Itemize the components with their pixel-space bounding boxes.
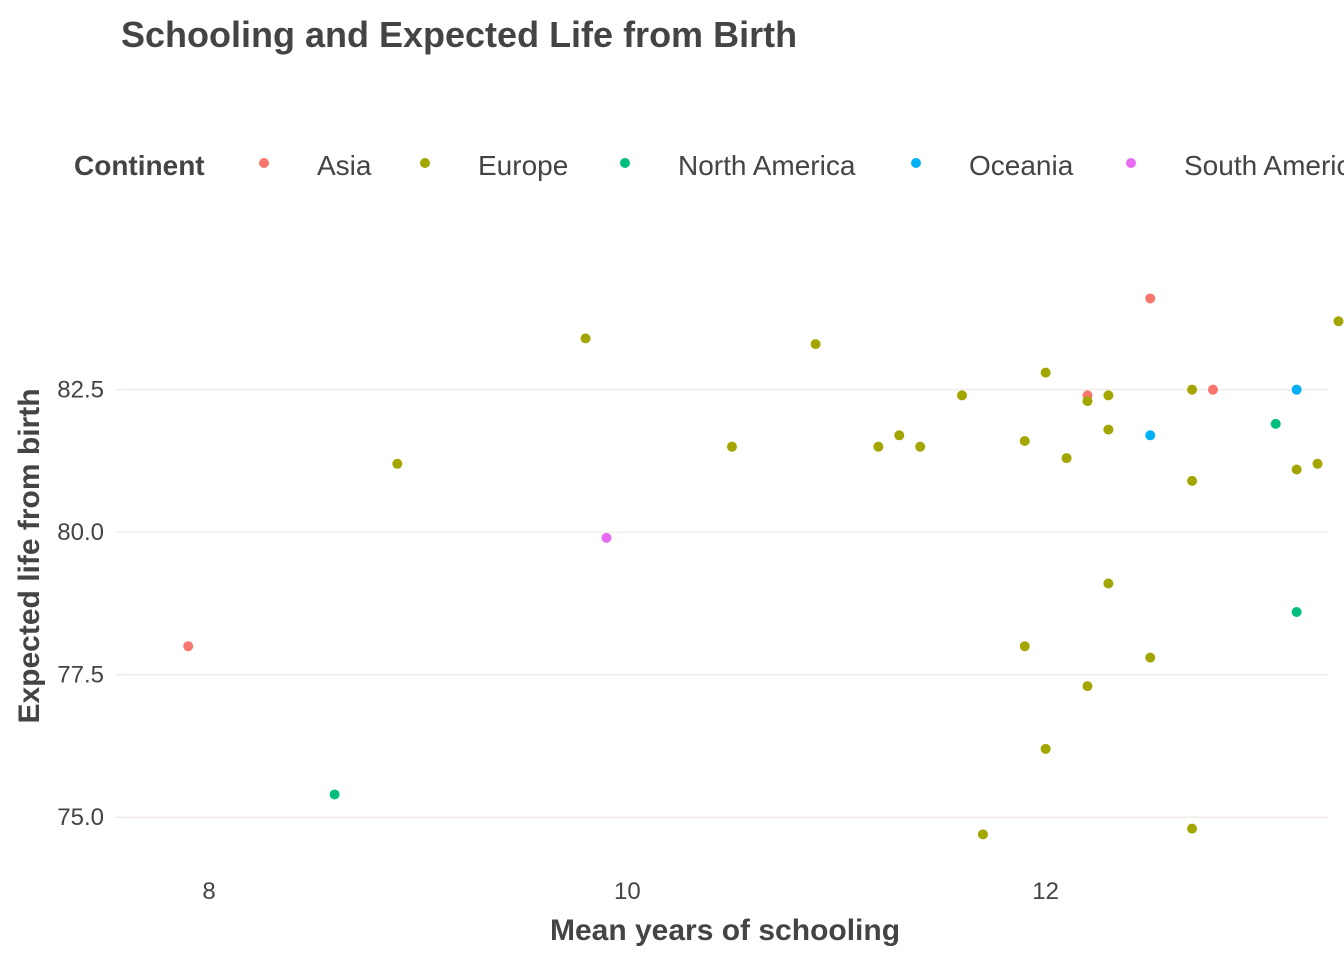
- legend-item-asia: Asia: [259, 150, 372, 181]
- legend-item-south-america: South America: [1126, 150, 1344, 181]
- legend-label: South America: [1184, 150, 1344, 181]
- data-point-europe: [1291, 464, 1302, 475]
- data-point-north-america: [329, 789, 340, 800]
- data-point-europe: [1061, 453, 1072, 464]
- y-tick-label: 80.0: [57, 519, 104, 546]
- data-point-europe: [1333, 316, 1344, 327]
- legend-key-asia: [259, 158, 269, 168]
- data-point-asia: [1145, 293, 1156, 304]
- data-point-europe: [1082, 681, 1093, 692]
- y-axis-ticks: 75.0 77.5 80.0 82.5: [57, 377, 104, 832]
- data-point-north-america: [1291, 607, 1302, 618]
- legend: Continent Asia Europe North America Oceania…: [74, 150, 1344, 181]
- data-point-europe: [894, 430, 905, 441]
- gridlines: [115, 389, 1328, 818]
- chart-title: Schooling and Expected Life from Birth: [121, 14, 797, 55]
- data-point-europe: [915, 441, 926, 452]
- data-point-europe: [1145, 652, 1156, 663]
- legend-label: Europe: [478, 150, 568, 181]
- y-tick-label: 75.0: [57, 804, 104, 831]
- data-point-europe: [580, 333, 591, 344]
- y-tick-label: 82.5: [57, 377, 104, 404]
- data-point-europe: [873, 441, 884, 452]
- data-point-europe: [977, 829, 988, 840]
- data-point-europe: [1312, 458, 1323, 469]
- legend-item-north-america: North America: [620, 150, 856, 181]
- legend-items: Asia Europe North America Oceania South Amer…: [259, 150, 1344, 181]
- x-tick-label: 8: [202, 878, 215, 905]
- y-axis-title: Expected life from birth: [13, 388, 46, 723]
- legend-key-europe: [420, 158, 430, 168]
- legend-item-oceania: Oceania: [911, 150, 1074, 181]
- x-axis-ticks: 8 10 12: [202, 878, 1059, 905]
- legend-label: North America: [678, 150, 856, 181]
- data-point-europe: [1019, 641, 1030, 652]
- data-point-europe: [1187, 384, 1198, 395]
- data-point-oceania: [1145, 430, 1156, 441]
- data-point-europe: [957, 390, 968, 401]
- data-point-asia: [1207, 384, 1218, 395]
- data-point-europe: [1082, 396, 1093, 407]
- legend-item-europe: Europe: [420, 150, 568, 181]
- legend-key-south-america: [1126, 158, 1136, 168]
- data-point-europe: [1103, 390, 1114, 401]
- data-point-europe: [1019, 435, 1030, 446]
- data-point-europe: [392, 458, 403, 469]
- data-point-north-america: [1270, 418, 1281, 429]
- data-point-europe: [1103, 578, 1114, 589]
- data-point-europe: [1187, 475, 1198, 486]
- data-point-europe: [1103, 424, 1114, 435]
- data-point-europe: [1040, 743, 1051, 754]
- y-tick-label: 77.5: [57, 662, 104, 689]
- legend-key-north-america: [620, 158, 630, 168]
- x-tick-label: 12: [1032, 878, 1059, 905]
- legend-label: Asia: [317, 150, 372, 181]
- legend-key-oceania: [911, 158, 921, 168]
- data-point-south-america: [601, 532, 612, 543]
- data-point-asia: [183, 641, 194, 652]
- legend-label: Oceania: [969, 150, 1074, 181]
- data-points: [183, 293, 1344, 840]
- x-tick-label: 10: [614, 878, 641, 905]
- data-point-europe: [1040, 367, 1051, 378]
- data-point-oceania: [1291, 384, 1302, 395]
- data-point-europe: [1187, 823, 1198, 834]
- x-axis-title: Mean years of schooling: [550, 914, 900, 947]
- data-point-europe: [810, 339, 821, 350]
- legend-title: Continent: [74, 150, 205, 181]
- data-point-europe: [726, 441, 737, 452]
